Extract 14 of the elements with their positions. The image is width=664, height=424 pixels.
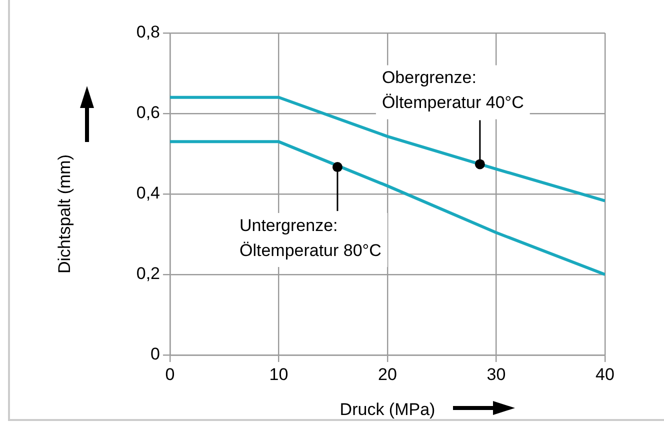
- y-tick-label: 0: [150, 344, 160, 364]
- y-axis-title: Dichtspalt (mm): [55, 154, 74, 274]
- y-tick-label: 0,8: [136, 22, 160, 42]
- x-tick-label: 0: [165, 364, 175, 384]
- x-tick-label: 10: [269, 364, 288, 384]
- y-tick-label: 0,2: [136, 264, 160, 284]
- x-tick-label: 20: [378, 364, 397, 384]
- annotation: Untergrenze: Öltemperatur 80°C: [239, 216, 382, 260]
- annotation: Obergrenze: Öltemperatur 40°C: [382, 68, 524, 112]
- x-tick-label: 40: [596, 364, 614, 384]
- y-tick-label: 0,4: [136, 184, 160, 203]
- y-tick-label: 0,6: [136, 103, 160, 122]
- x-tick-label: 30: [486, 364, 506, 384]
- x-axis-title: Druck (MPa): [340, 400, 436, 419]
